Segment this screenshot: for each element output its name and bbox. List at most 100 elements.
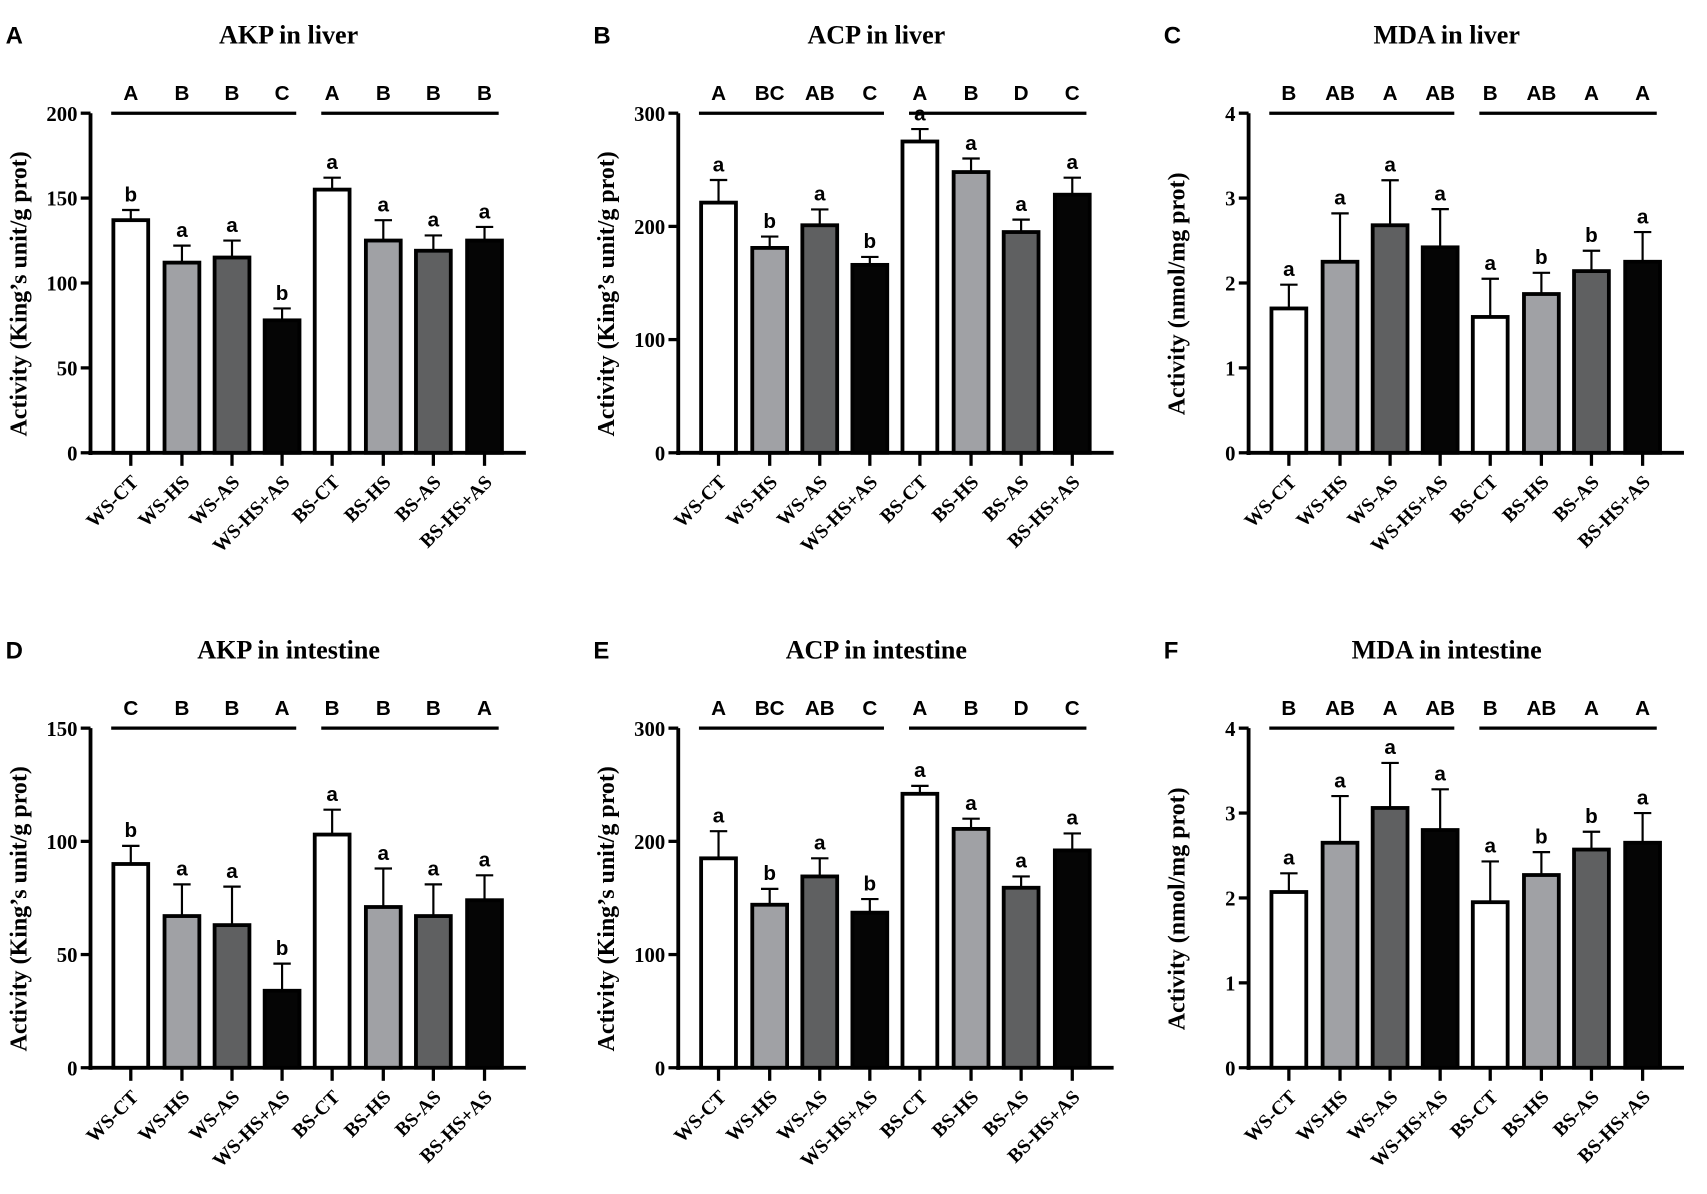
panel-d: D AKP in intestine Activity (King’s unit/g… bbox=[6, 635, 526, 1172]
y-tick-label: 0 bbox=[1225, 1058, 1235, 1080]
significance-letter: b bbox=[763, 210, 776, 233]
bar-bs-ct bbox=[1470, 315, 1510, 455]
x-tick-label: BS-HS bbox=[341, 472, 396, 527]
group-letter: B bbox=[964, 697, 979, 720]
significance-letter: a bbox=[1637, 205, 1649, 228]
group-letter: C bbox=[862, 82, 877, 105]
significance-letter: a bbox=[1434, 763, 1446, 786]
group-letter: B bbox=[426, 82, 441, 105]
y-tick-label: 200 bbox=[634, 217, 665, 239]
x-tick-label: WS-CT bbox=[1241, 1087, 1301, 1147]
y-tick-label: 0 bbox=[67, 1058, 77, 1080]
significance-letter: a bbox=[428, 858, 440, 881]
chart-title: MDA in liver bbox=[1373, 21, 1520, 50]
group-letter: C bbox=[275, 82, 290, 105]
panel-a: A AKP in liver Activity (King’s unit/g pro… bbox=[6, 21, 526, 557]
significance-letter: a bbox=[176, 858, 188, 881]
significance-letter: a bbox=[965, 792, 977, 815]
group-letter: B bbox=[376, 697, 391, 720]
y-axis-label: Activity (nmol/mg prot) bbox=[1164, 172, 1190, 415]
panel-label: B bbox=[593, 23, 610, 50]
significance-letter: a bbox=[1484, 835, 1496, 858]
significance-letter: a bbox=[1384, 736, 1396, 759]
bar-ws-hs bbox=[162, 914, 202, 1070]
group-letter: A bbox=[912, 697, 927, 720]
y-tick-label: 0 bbox=[1225, 443, 1235, 465]
bar-bs-hs+as bbox=[1623, 259, 1662, 455]
group-letter: AB bbox=[805, 82, 835, 105]
group-letter: BC bbox=[755, 697, 785, 720]
chart-title: AKP in intestine bbox=[197, 635, 380, 664]
bar-bs-as bbox=[414, 248, 453, 455]
x-tick-label: BS-CT bbox=[1447, 472, 1503, 528]
bar-bs-hs+as bbox=[465, 238, 504, 455]
panel-label: E bbox=[593, 637, 609, 664]
bar-bs-as bbox=[414, 914, 453, 1070]
significance-letter: a bbox=[713, 804, 725, 827]
group-letter: C bbox=[123, 697, 138, 720]
chart-title: MDA in intestine bbox=[1352, 635, 1542, 664]
panel-f: F MDA in intestine Activity (nmol/mg prot)… bbox=[1164, 635, 1684, 1172]
bar-ws-hs bbox=[750, 902, 790, 1070]
significance-letter: a bbox=[479, 200, 491, 223]
group-letter: A bbox=[123, 82, 138, 105]
x-tick-label: BS-CT bbox=[289, 472, 345, 528]
group-letter: C bbox=[862, 697, 877, 720]
x-tick-label: BS-HS bbox=[1499, 472, 1554, 527]
group-letter: AB bbox=[1526, 82, 1556, 105]
significance-letter: b bbox=[1535, 825, 1548, 848]
bar-bs-hs bbox=[951, 826, 991, 1070]
significance-letter: a bbox=[1283, 258, 1295, 281]
significance-letter: b bbox=[124, 183, 137, 206]
significance-letter: b bbox=[1585, 805, 1598, 828]
bar-ws-hs bbox=[1320, 840, 1360, 1070]
x-tick-label: WS-HS bbox=[135, 1087, 195, 1147]
x-tick-label: BS-HS bbox=[928, 472, 983, 527]
bar-ws-ct bbox=[1269, 306, 1309, 455]
group-letter: A bbox=[1584, 697, 1599, 720]
significance-letter: a bbox=[226, 214, 238, 237]
significance-letter: a bbox=[1334, 187, 1346, 210]
group-letter: B bbox=[477, 82, 492, 105]
y-tick-label: 200 bbox=[46, 104, 77, 126]
group-letter: D bbox=[1014, 697, 1029, 720]
y-axis-label: Activity (King’s unit/g prot) bbox=[6, 766, 32, 1051]
chart-title: AKP in liver bbox=[219, 21, 359, 50]
group-letter: AB bbox=[1526, 697, 1556, 720]
bar-ws-hs+as bbox=[850, 262, 890, 455]
y-tick-label: 300 bbox=[634, 104, 665, 126]
group-letter: B bbox=[174, 697, 189, 720]
group-letter: A bbox=[1383, 697, 1398, 720]
y-tick-label: 100 bbox=[46, 832, 77, 854]
group-letter: B bbox=[1483, 82, 1498, 105]
bar-bs-hs+as bbox=[1623, 840, 1662, 1070]
bar-ws-ct bbox=[1269, 890, 1309, 1070]
panel-b: B ACP in liver Activity (King’s unit/g pro… bbox=[593, 21, 1114, 557]
panel-e: E ACP in intestine Activity (King’s unit/g… bbox=[593, 635, 1114, 1172]
significance-letter: a bbox=[1637, 786, 1649, 809]
y-tick-label: 150 bbox=[46, 719, 77, 741]
x-tick-label: WS-CT bbox=[1241, 472, 1301, 532]
bar-bs-as bbox=[1572, 269, 1611, 455]
y-tick-label: 3 bbox=[1225, 804, 1235, 826]
bar-bs-hs+as bbox=[1052, 848, 1092, 1070]
significance-letter: b bbox=[276, 282, 289, 305]
group-letter: BC bbox=[755, 82, 785, 105]
bar-ws-hs+as bbox=[262, 318, 302, 455]
significance-letter: a bbox=[1283, 847, 1295, 870]
group-letter: A bbox=[711, 697, 726, 720]
significance-letter: a bbox=[428, 209, 440, 232]
significance-letter: b bbox=[276, 937, 289, 960]
x-tick-label: WS-CT bbox=[83, 472, 143, 532]
bar-bs-hs bbox=[1522, 873, 1561, 1070]
significance-letter: a bbox=[378, 193, 390, 216]
significance-letter: a bbox=[176, 219, 188, 242]
bar-ws-ct bbox=[699, 856, 738, 1070]
significance-letter: a bbox=[1434, 182, 1446, 205]
group-letter: B bbox=[1483, 697, 1498, 720]
x-tick-label: BS-CT bbox=[877, 1087, 933, 1143]
group-letter: B bbox=[225, 697, 240, 720]
group-letter: AB bbox=[1325, 82, 1355, 105]
bar-bs-hs+as bbox=[465, 898, 504, 1070]
x-tick-label: BS-CT bbox=[1447, 1087, 1503, 1143]
